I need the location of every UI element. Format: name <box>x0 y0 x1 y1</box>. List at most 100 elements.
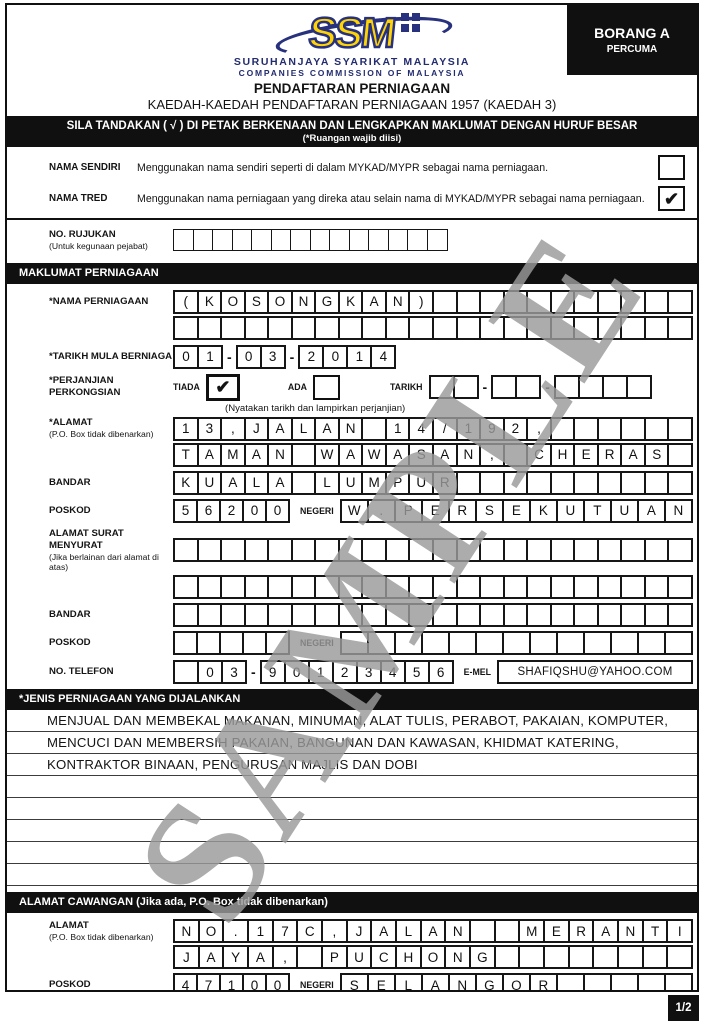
char-cell[interactable]: A <box>247 945 274 970</box>
char-cell[interactable] <box>337 315 364 340</box>
char-cell[interactable]: A <box>220 470 246 495</box>
char-cell[interactable]: 0 <box>197 660 223 685</box>
char-cell[interactable] <box>408 575 435 600</box>
char-cell[interactable] <box>573 575 599 600</box>
char-cell[interactable]: 0 <box>173 344 199 369</box>
char-cell[interactable]: 2 <box>298 344 325 369</box>
char-cell[interactable]: R <box>596 442 623 467</box>
char-cell[interactable]: 0 <box>265 973 290 990</box>
char-cell[interactable] <box>296 945 324 970</box>
char-cell[interactable]: 7 <box>196 973 221 990</box>
char-cell[interactable] <box>455 470 482 495</box>
char-cell[interactable] <box>515 375 542 400</box>
char-cell[interactable]: 6 <box>196 498 221 523</box>
char-cell[interactable]: M <box>220 442 246 467</box>
char-cell[interactable] <box>543 945 570 970</box>
char-cell[interactable]: P <box>384 470 411 495</box>
char-cell[interactable]: N <box>663 498 693 523</box>
char-cell[interactable] <box>479 470 505 495</box>
char-cell[interactable] <box>620 315 646 340</box>
char-cell[interactable]: 1 <box>346 344 373 369</box>
char-cell[interactable]: 4 <box>173 973 198 990</box>
char-cell[interactable] <box>196 575 223 600</box>
char-cell[interactable]: L <box>395 919 422 944</box>
char-cell[interactable] <box>643 416 670 441</box>
char-cell[interactable] <box>526 538 552 563</box>
char-cell[interactable] <box>479 603 505 628</box>
char-cell[interactable] <box>501 631 531 656</box>
char-cell[interactable] <box>361 603 387 628</box>
char-cell[interactable] <box>231 229 253 252</box>
char-cell[interactable] <box>667 289 694 314</box>
char-cell[interactable] <box>408 315 435 340</box>
char-cell[interactable] <box>596 538 623 563</box>
char-cell[interactable] <box>643 289 670 314</box>
char-cell[interactable]: . <box>222 919 250 944</box>
char-cell[interactable] <box>663 631 693 656</box>
char-cell[interactable]: T <box>641 919 669 944</box>
char-cell[interactable] <box>667 575 694 600</box>
char-cell[interactable] <box>636 973 666 990</box>
char-cell[interactable]: 0 <box>322 344 349 369</box>
char-cell[interactable] <box>643 538 670 563</box>
char-cell[interactable]: N <box>455 442 482 467</box>
char-cell[interactable] <box>329 229 351 252</box>
char-cell[interactable]: J <box>345 919 373 944</box>
char-cell[interactable] <box>666 945 694 970</box>
char-cell[interactable] <box>667 315 694 340</box>
char-cell[interactable] <box>290 575 317 600</box>
char-cell[interactable] <box>432 315 458 340</box>
char-cell[interactable]: E <box>543 919 570 944</box>
surat-cells-2[interactable] <box>173 575 694 600</box>
char-cell[interactable]: G <box>314 289 340 314</box>
char-cell[interactable] <box>290 229 312 252</box>
char-cell[interactable] <box>361 315 387 340</box>
business-activity-line[interactable] <box>7 776 697 799</box>
char-cell[interactable] <box>192 229 214 252</box>
perjanjian-day[interactable] <box>428 375 479 400</box>
char-cell[interactable] <box>573 416 599 441</box>
char-cell[interactable]: C <box>526 442 552 467</box>
char-cell[interactable] <box>337 575 364 600</box>
bandar2-cells[interactable] <box>173 603 694 628</box>
char-cell[interactable]: E <box>420 498 450 523</box>
char-cell[interactable] <box>667 470 694 495</box>
business-activity-line[interactable] <box>7 864 697 887</box>
char-cell[interactable]: E <box>366 973 396 990</box>
char-cell[interactable]: K <box>173 470 199 495</box>
char-cell[interactable] <box>663 973 693 990</box>
char-cell[interactable] <box>267 315 293 340</box>
char-cell[interactable] <box>526 315 552 340</box>
char-cell[interactable]: 9 <box>259 660 286 685</box>
char-cell[interactable] <box>455 603 482 628</box>
char-cell[interactable] <box>636 631 666 656</box>
char-cell[interactable] <box>502 470 529 495</box>
char-cell[interactable]: 1 <box>173 416 199 441</box>
char-cell[interactable] <box>361 416 387 441</box>
char-cell[interactable] <box>314 538 340 563</box>
char-cell[interactable]: A <box>314 416 340 441</box>
alamat-cells-1[interactable]: 1 3, J A L A N 1 4/1 9 2, <box>173 416 694 441</box>
business-activity-line[interactable]: MENCUCI DAN MEMBERSIH PAKAIAN, BANGUNAN … <box>7 732 697 755</box>
char-cell[interactable] <box>641 945 669 970</box>
nama-perniagaan-cells-1[interactable]: (K O S O N G K A N) <box>173 289 694 314</box>
char-cell[interactable] <box>432 289 458 314</box>
char-cell[interactable] <box>384 538 411 563</box>
char-cell[interactable] <box>620 603 646 628</box>
business-activity-line[interactable] <box>7 842 697 865</box>
char-cell[interactable] <box>173 631 198 656</box>
char-cell[interactable] <box>455 289 482 314</box>
char-cell[interactable] <box>267 538 293 563</box>
char-cell[interactable] <box>220 315 246 340</box>
char-cell[interactable]: 4 <box>379 660 406 685</box>
char-cell[interactable]: T <box>582 498 612 523</box>
char-cell[interactable] <box>469 919 496 944</box>
char-cell[interactable] <box>452 375 479 400</box>
business-activity-line[interactable] <box>7 820 697 843</box>
char-cell[interactable]: L <box>243 470 270 495</box>
char-cell[interactable]: A <box>197 945 225 970</box>
char-cell[interactable]: K <box>196 289 223 314</box>
char-cell[interactable] <box>526 575 552 600</box>
